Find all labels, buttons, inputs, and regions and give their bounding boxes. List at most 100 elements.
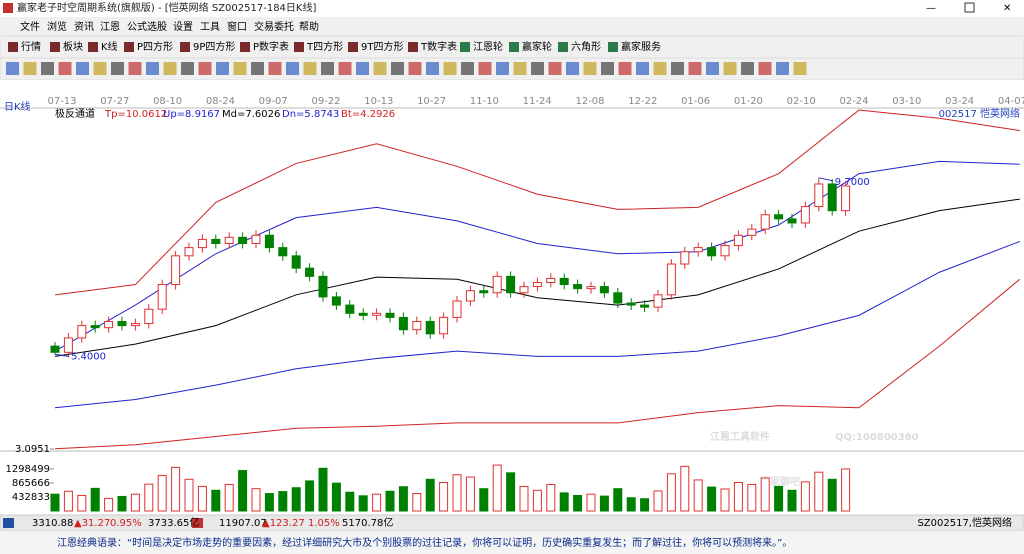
tool-icon[interactable] — [6, 62, 19, 75]
toolbar-icon[interactable] — [88, 42, 98, 52]
tool-icon[interactable] — [601, 62, 614, 75]
toolbar-icon[interactable] — [294, 42, 304, 52]
tool-icon[interactable] — [618, 62, 632, 75]
menu-item[interactable]: 工具 — [200, 21, 220, 33]
status-item: 11907.07 — [219, 518, 267, 529]
toolbar-button[interactable]: 赢家服务 — [621, 40, 661, 53]
tool-icon[interactable] — [758, 62, 772, 75]
toolbar-icon[interactable] — [408, 42, 418, 52]
tool-icon[interactable] — [688, 62, 702, 75]
toolbar-icon[interactable] — [240, 42, 250, 52]
tool-icon[interactable] — [286, 62, 299, 75]
candle-body — [264, 234, 274, 249]
menu-item[interactable]: 帮助 — [299, 20, 319, 33]
tool-icon[interactable] — [251, 62, 264, 75]
toolbar-button[interactable]: P数字表 — [253, 40, 289, 53]
menu-item[interactable]: 资讯 — [74, 21, 94, 33]
tool-icon[interactable] — [513, 62, 527, 75]
tool-icon[interactable] — [58, 62, 72, 75]
toolbar-button[interactable]: T数字表 — [420, 40, 457, 53]
tool-icon[interactable] — [338, 62, 352, 75]
status-item: ▲31.27 — [74, 518, 110, 529]
candle-body — [707, 247, 717, 257]
tool-icon[interactable] — [23, 62, 37, 75]
volume-bar — [77, 494, 87, 512]
menu-item[interactable]: 交易委托 — [254, 20, 294, 33]
tool-icon[interactable] — [776, 62, 789, 75]
menu-item[interactable]: 设置 — [173, 21, 193, 33]
menu-item[interactable]: 公式选股 — [127, 20, 167, 33]
candle-body — [130, 323, 140, 327]
toolbar-button[interactable]: P四方形 — [137, 40, 173, 53]
tool-icon[interactable] — [653, 62, 667, 75]
status-item: 1.05% — [308, 518, 340, 529]
tool-icon[interactable] — [566, 62, 579, 75]
volume-bar — [398, 486, 408, 512]
tool-icon[interactable] — [793, 62, 807, 75]
tool-icon[interactable] — [443, 62, 457, 75]
watermark-text: 江恩工具软件 — [710, 430, 770, 443]
toolbar-icon[interactable] — [50, 42, 60, 52]
tool-icon[interactable] — [408, 62, 422, 75]
toolbar-icon[interactable] — [460, 42, 470, 52]
watermark-text: 赢家聊吧 — [760, 475, 800, 488]
minimize-button[interactable]: — — [926, 3, 936, 14]
tool-icon[interactable] — [723, 62, 737, 75]
tool-icon[interactable] — [741, 62, 754, 75]
tool-icon[interactable] — [146, 62, 159, 75]
tool-icon[interactable] — [321, 62, 334, 75]
tool-icon[interactable] — [303, 62, 317, 75]
toolbar-icon[interactable] — [124, 42, 134, 52]
toolbar-button[interactable]: 9T四方形 — [361, 40, 403, 53]
maximize-button[interactable] — [964, 2, 975, 13]
tool-icon[interactable] — [671, 62, 684, 75]
tool-icon[interactable] — [461, 62, 474, 75]
tool-icon[interactable] — [198, 62, 212, 75]
tool-icon[interactable] — [426, 62, 439, 75]
toolbar-button[interactable]: 9P四方形 — [193, 40, 235, 53]
tool-icon[interactable] — [478, 62, 492, 75]
toolbar-button[interactable]: 江恩轮 — [473, 40, 503, 53]
toolbar-button[interactable]: 行情 — [21, 40, 41, 53]
tool-icon[interactable] — [531, 62, 544, 75]
tool-icon[interactable] — [111, 62, 124, 75]
candle-body — [425, 321, 435, 335]
volume-bar — [211, 489, 221, 512]
toolbar-icon[interactable] — [558, 42, 568, 52]
toolbar-icon[interactable] — [509, 42, 519, 52]
tool-icon[interactable] — [496, 62, 509, 75]
tool-icon[interactable] — [583, 62, 597, 75]
close-button[interactable]: ✕ — [1003, 3, 1011, 14]
toolbar-icon[interactable] — [608, 42, 618, 52]
toolbar-button[interactable]: 板块 — [63, 40, 83, 53]
tool-icon[interactable] — [93, 62, 107, 75]
tool-icon[interactable] — [233, 62, 247, 75]
menu-item[interactable]: 江恩 — [100, 21, 120, 33]
tool-icon[interactable] — [636, 62, 649, 75]
volume-bar — [157, 474, 167, 512]
tool-icon[interactable] — [163, 62, 177, 75]
tool-icon[interactable] — [216, 62, 229, 75]
tool-icon[interactable] — [706, 62, 719, 75]
candle-body — [666, 263, 676, 296]
menu-item[interactable]: 浏览 — [47, 20, 67, 33]
tool-icon[interactable] — [548, 62, 562, 75]
tool-icon[interactable] — [268, 62, 282, 75]
toolbar-button[interactable]: 赢家轮 — [522, 40, 552, 53]
tool-icon[interactable] — [41, 62, 54, 75]
toolbar-button[interactable]: K线 — [101, 40, 118, 53]
tool-icon[interactable] — [128, 62, 142, 75]
tool-icon[interactable] — [391, 62, 404, 75]
toolbar-button[interactable]: T四方形 — [306, 40, 343, 53]
menu-item[interactable]: 文件 — [20, 20, 40, 33]
toolbar-icon[interactable] — [8, 42, 18, 52]
menu-item[interactable]: 窗口 — [227, 20, 247, 33]
toolbar-button[interactable]: 六角形 — [571, 41, 601, 53]
toolbar-icon[interactable] — [180, 42, 190, 52]
toolbar-icon[interactable] — [348, 42, 358, 52]
tool-icon[interactable] — [356, 62, 369, 75]
tool-icon[interactable] — [76, 62, 89, 75]
volume-tick-label: 432833 — [12, 492, 50, 503]
tool-icon[interactable] — [181, 62, 194, 75]
tool-icon[interactable] — [373, 62, 387, 75]
